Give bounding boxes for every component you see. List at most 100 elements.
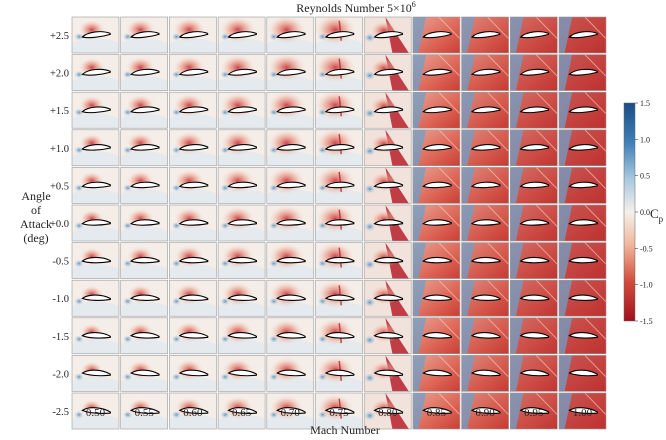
airfoil-outline (227, 68, 257, 76)
panel-border (558, 242, 607, 279)
panel-border (558, 279, 607, 317)
panel-border (266, 317, 315, 355)
cp-panel (169, 129, 217, 167)
airfoil-outline (373, 219, 404, 226)
panel-border (412, 204, 461, 242)
aoa-tick-label: -0.5 (52, 257, 69, 268)
panel-border (363, 204, 412, 242)
panel-border (315, 54, 363, 91)
airfoil-outline (324, 106, 355, 114)
panel-border (217, 16, 266, 54)
panel-border (169, 167, 217, 204)
airfoil-outline (519, 256, 550, 264)
cp-panel (217, 129, 266, 167)
airfoil-outline (519, 181, 550, 189)
cp-panel (169, 16, 217, 54)
airfoil-outline (81, 294, 111, 301)
cp-panel (169, 91, 217, 129)
airfoil-outline (568, 31, 598, 39)
mach-tick-label: 0.90 (475, 407, 495, 419)
panel-border (461, 355, 509, 392)
airfoil-outline (81, 407, 111, 414)
cp-panel (266, 16, 315, 54)
airfoil-outline (178, 256, 209, 264)
panel-border (315, 16, 363, 54)
aoa-tick-label: -2.5 (52, 407, 69, 418)
airfoil-outline (519, 294, 550, 301)
panel-border (169, 129, 217, 167)
airfoil-outline (568, 181, 598, 189)
cp-panel (71, 16, 120, 54)
cp-panel (217, 392, 266, 430)
panel-border (363, 355, 412, 392)
airfoil-outline (470, 332, 501, 339)
ylabel-line-2: of (31, 203, 41, 217)
cp-panel (120, 242, 168, 279)
airfoil-outline (568, 68, 598, 76)
panel-border (120, 355, 168, 392)
panel-border (266, 242, 315, 279)
airfoil-outline (276, 106, 306, 114)
airfoil-outline (129, 68, 160, 76)
panel-border (363, 317, 412, 355)
airfoil-outline (276, 369, 306, 377)
panel-border (71, 204, 120, 242)
cp-panel (363, 129, 412, 167)
cp-panel (217, 317, 266, 355)
cp-panel (461, 167, 509, 204)
airfoil-outline (129, 144, 160, 151)
panel-border (509, 242, 558, 279)
cp-panel (461, 242, 509, 279)
airfoil-outline (129, 407, 160, 414)
airfoil-outline (519, 144, 550, 151)
cp-panel (217, 167, 266, 204)
cp-panel (558, 54, 607, 91)
airfoil-outline (470, 68, 501, 76)
panel-border (412, 355, 461, 392)
colorbar-gradient (623, 102, 636, 322)
airfoil-outline (178, 332, 209, 339)
colorbar-tick-label: -0.5 (640, 244, 653, 253)
panel-border (461, 279, 509, 317)
cp-panel (169, 279, 217, 317)
cp-panel (217, 54, 266, 91)
airfoil-outline (227, 31, 257, 39)
cp-panel (558, 129, 607, 167)
airfoil-outline (178, 144, 209, 151)
airfoil-outline (178, 68, 209, 76)
panel-border (363, 91, 412, 129)
x-axis-label: Mach Number (310, 423, 380, 437)
panel-border (363, 279, 412, 317)
airfoil-outline (276, 407, 306, 414)
mach-tick-label: 1.00 (573, 407, 593, 419)
aoa-tick-label: -1.5 (52, 332, 69, 343)
airfoil-outline (568, 369, 598, 377)
panel-border (461, 204, 509, 242)
airfoil-outline (519, 68, 550, 76)
airfoil-outline (422, 407, 452, 414)
cp-panel (71, 129, 120, 167)
cp-panel (363, 167, 412, 204)
cp-panel (315, 91, 363, 129)
cp-panel (461, 54, 509, 91)
panel-border (363, 129, 412, 167)
cp-panel (71, 204, 120, 242)
panel-border (509, 54, 558, 91)
cp-panel (412, 279, 461, 317)
colorbar-label: Cp (650, 206, 664, 224)
airfoil-outline (178, 369, 209, 377)
airfoil-outline (324, 369, 355, 377)
panel-border (169, 279, 217, 317)
airfoil-outline (81, 219, 111, 226)
aoa-tick-label: -2.0 (52, 369, 69, 380)
cp-panel (169, 54, 217, 91)
panel-border (315, 279, 363, 317)
airfoil-outline (568, 144, 598, 151)
cp-panel (217, 279, 266, 317)
colorbar-tick-label: -1.0 (640, 281, 653, 290)
y-axis-label: Angle of Attack (deg) (20, 189, 52, 245)
panel-border (169, 16, 217, 54)
airfoil-outline (227, 369, 258, 377)
cp-panel (509, 242, 558, 279)
airfoil-outline (129, 332, 160, 339)
